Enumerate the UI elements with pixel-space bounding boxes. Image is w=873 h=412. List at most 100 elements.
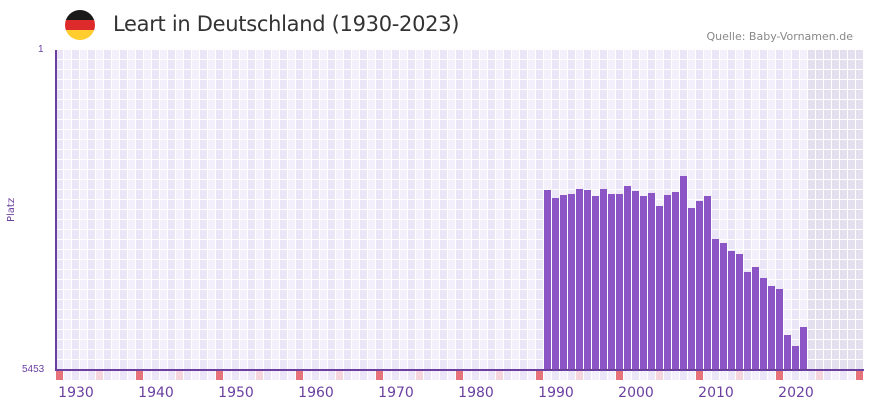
x-tick-label: 1970 [378,385,414,401]
grid-cell [672,180,679,189]
grid-cell [216,250,223,259]
grid-cell [528,310,535,319]
grid-cell [856,100,863,109]
bar-1998[interactable] [608,193,615,370]
grid-cell [832,260,839,269]
grid-cell [200,300,207,309]
bar-1995[interactable] [584,189,591,370]
grid-cell [440,330,447,339]
bar-2002[interactable] [640,195,647,370]
grid-cell [784,140,791,149]
bar-1996[interactable] [592,195,599,370]
grid-cell [736,240,743,249]
grid-cell [776,80,783,89]
grid-cell [368,260,375,269]
grid-cell [472,290,479,299]
grid-cell [856,120,863,129]
bar-2004[interactable] [656,206,663,370]
grid-cell [400,280,407,289]
bar-2011[interactable] [712,238,719,370]
bar-2009[interactable] [696,200,703,370]
grid-cell [184,350,191,359]
bar-2015[interactable] [744,272,751,370]
bar-2005[interactable] [664,194,671,370]
grid-cell [224,210,231,219]
grid-cell [160,230,167,239]
grid-cell [88,350,95,359]
grid-cell [376,280,383,289]
bar-2001[interactable] [632,190,639,370]
bar-2003[interactable] [648,192,655,370]
grid-cell [688,190,695,199]
bar-1992[interactable] [560,194,567,370]
grid-cell [112,150,119,159]
grid-cell [272,150,279,159]
grid-cell [248,180,255,189]
bar-2013[interactable] [728,251,735,370]
grid-cell [464,70,471,79]
bar-2007[interactable] [680,175,687,370]
grid-cell [152,100,159,109]
grid-cell [256,180,263,189]
grid-cell [352,260,359,269]
grid-cell [120,90,127,99]
bar-1991[interactable] [552,197,559,370]
grid-cell [736,50,743,59]
grid-cell [264,160,271,169]
bar-1997[interactable] [600,188,607,370]
grid-cell [832,170,839,179]
bar-2022[interactable] [800,327,807,370]
grid-cell [608,120,615,129]
bar-2006[interactable] [672,191,679,370]
bar-2012[interactable] [720,242,727,370]
grid-cell [168,280,175,289]
bar-2021[interactable] [792,345,799,370]
grid-cell [80,170,87,179]
grid-cell [232,50,239,59]
bar-1994[interactable] [576,188,583,370]
grid-cell [848,190,855,199]
grid-cell [112,170,119,179]
grid-cell [704,190,711,199]
grid-cell [64,70,71,79]
grid-cell [752,130,759,139]
grid-cell [632,140,639,149]
grid-cell [296,200,303,209]
bar-2000[interactable] [624,185,631,370]
grid-cell [424,180,431,189]
bar-2014[interactable] [736,254,743,370]
grid-cell [856,290,863,299]
grid-cell [768,150,775,159]
grid-cell [792,70,799,79]
grid-cell [152,330,159,339]
grid-cell [832,90,839,99]
grid-cell [464,150,471,159]
grid-cell [656,130,663,139]
grid-cell [160,150,167,159]
bar-1990[interactable] [544,189,551,370]
bar-1999[interactable] [616,193,623,370]
bar-1993[interactable] [568,193,575,370]
bar-2019[interactable] [776,289,783,370]
bar-2018[interactable] [768,286,775,370]
grid-cell [608,70,615,79]
year-marker [256,371,263,380]
grid-cell [384,230,391,239]
grid-cell [400,210,407,219]
grid-cell [72,90,79,99]
grid-cell [384,190,391,199]
bar-2016[interactable] [752,267,759,370]
grid-cell [168,50,175,59]
grid-cell [360,360,367,369]
grid-cell [448,230,455,239]
grid-cell [296,310,303,319]
grid-cell [160,60,167,69]
bar-2008[interactable] [688,208,695,370]
grid-cell [512,140,519,149]
bar-2017[interactable] [760,278,767,370]
grid-cell [128,120,135,129]
bar-2010[interactable] [704,195,711,370]
bar-2020[interactable] [784,335,791,370]
grid-cell [840,130,847,139]
grid-cell [192,130,199,139]
